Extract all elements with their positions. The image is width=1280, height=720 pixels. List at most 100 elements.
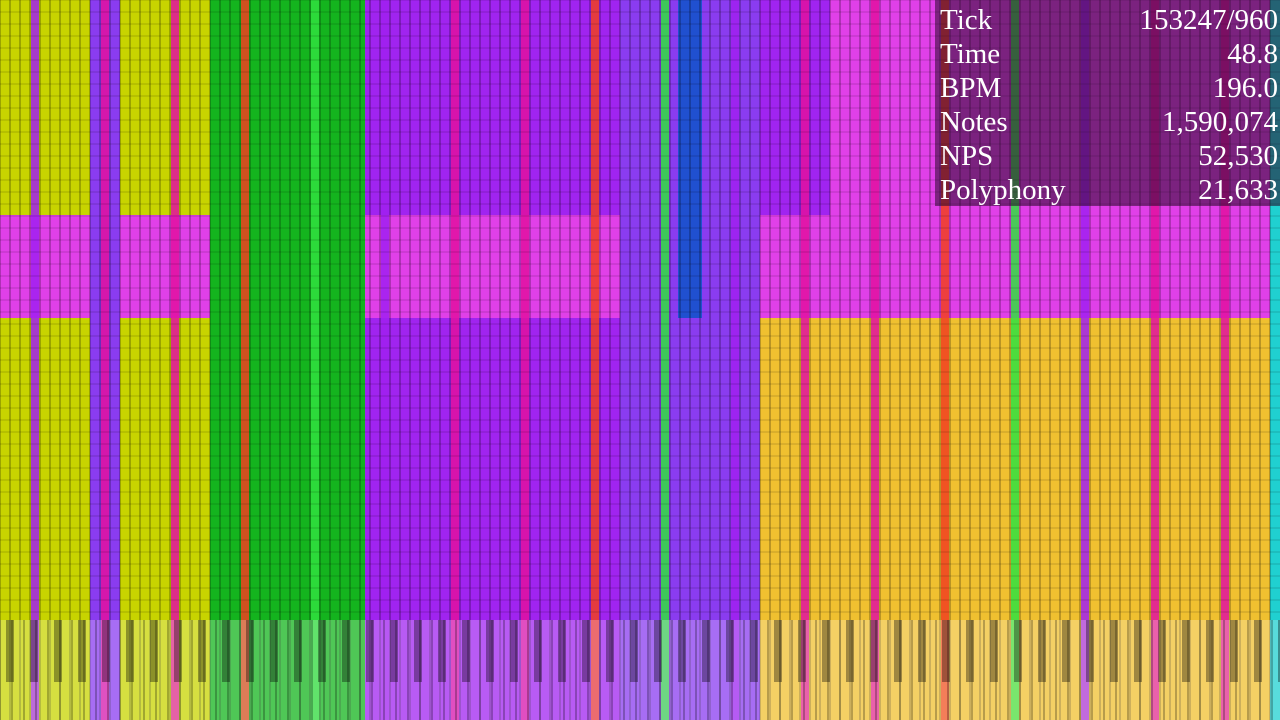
stat-row: BPM 196.0 [940, 71, 1278, 105]
stat-value: 1,590,074 [1162, 106, 1278, 138]
note-block [120, 318, 210, 720]
note-block [0, 0, 90, 215]
black-key [102, 620, 110, 682]
black-key [822, 620, 830, 682]
stat-row: Notes 1,590,074 [940, 105, 1278, 139]
black-key [1158, 620, 1166, 682]
note-block [678, 0, 702, 318]
black-key [918, 620, 926, 682]
stats-panel: Tick 153247/960 Time 48.8 BPM 196.0 Notes 1,590… [935, 0, 1280, 206]
black-key [510, 620, 518, 682]
note-block [210, 215, 365, 318]
note-block [120, 0, 210, 215]
black-key [1182, 620, 1190, 682]
black-key [942, 620, 950, 682]
black-key [294, 620, 302, 682]
note-column [871, 0, 879, 720]
black-key [606, 620, 614, 682]
black-key [366, 620, 374, 682]
black-key [390, 620, 398, 682]
note-block [830, 0, 940, 215]
black-key [1254, 620, 1262, 682]
note-column [241, 0, 249, 720]
note-column [591, 0, 599, 720]
black-key [246, 620, 254, 682]
note-column [731, 0, 739, 720]
black-key [126, 620, 134, 682]
note-block [0, 318, 90, 720]
black-key [54, 620, 62, 682]
black-key [894, 620, 902, 682]
stat-row: Time 48.8 [940, 37, 1278, 71]
black-key [582, 620, 590, 682]
black-key [342, 620, 350, 682]
note-column [31, 0, 39, 720]
black-key [1230, 620, 1238, 682]
black-key [222, 620, 230, 682]
note-block [120, 215, 210, 318]
black-key [1014, 620, 1022, 682]
note-column [1081, 0, 1089, 720]
note-block [365, 215, 620, 318]
black-key [1062, 620, 1070, 682]
stat-label: Tick [940, 4, 993, 36]
note-column [521, 0, 529, 720]
stat-value: 196.0 [1212, 72, 1278, 104]
black-key [174, 620, 182, 682]
stat-label: Notes [940, 106, 1008, 138]
note-column [1011, 0, 1019, 720]
black-key [1038, 620, 1046, 682]
black-key [270, 620, 278, 682]
black-key [846, 620, 854, 682]
note-block [830, 215, 940, 318]
keyboard [0, 620, 1280, 720]
stat-label: Polyphony [940, 174, 1066, 206]
black-key [774, 620, 782, 682]
note-block [365, 0, 620, 215]
note-block [1270, 318, 1280, 720]
note-column [101, 0, 109, 720]
note-block [210, 0, 365, 215]
black-key [630, 620, 638, 682]
black-key [966, 620, 974, 682]
stat-row: Tick 153247/960 [940, 3, 1278, 37]
note-block [830, 318, 940, 720]
stat-row: NPS 52,530 [940, 139, 1278, 173]
black-key [1206, 620, 1214, 682]
note-block [1270, 215, 1280, 318]
note-column [801, 0, 809, 720]
note-column [311, 0, 319, 720]
black-key [678, 620, 686, 682]
stat-label: Time [940, 38, 1001, 70]
black-key [702, 620, 710, 682]
note-block [760, 318, 830, 720]
stat-label: NPS [940, 140, 994, 172]
note-block [760, 215, 830, 318]
black-key [1134, 620, 1142, 682]
black-key [750, 620, 758, 682]
note-block [0, 215, 90, 318]
black-key [1110, 620, 1118, 682]
stat-row: Polyphony 21,633 [940, 173, 1278, 207]
note-block [760, 0, 830, 215]
black-key [486, 620, 494, 682]
note-column [1221, 0, 1229, 720]
stat-value: 21,633 [1198, 174, 1278, 206]
black-key [654, 620, 662, 682]
black-key [30, 620, 38, 682]
black-key [318, 620, 326, 682]
note-column [171, 0, 179, 720]
black-key [534, 620, 542, 682]
note-column [381, 0, 389, 720]
black-key [1278, 620, 1280, 682]
black-key [150, 620, 158, 682]
black-key [6, 620, 14, 682]
black-key [1086, 620, 1094, 682]
black-key [414, 620, 422, 682]
black-key [462, 620, 470, 682]
stat-value: 52,530 [1198, 140, 1278, 172]
note-column [941, 0, 949, 720]
black-key [798, 620, 806, 682]
black-key [870, 620, 878, 682]
